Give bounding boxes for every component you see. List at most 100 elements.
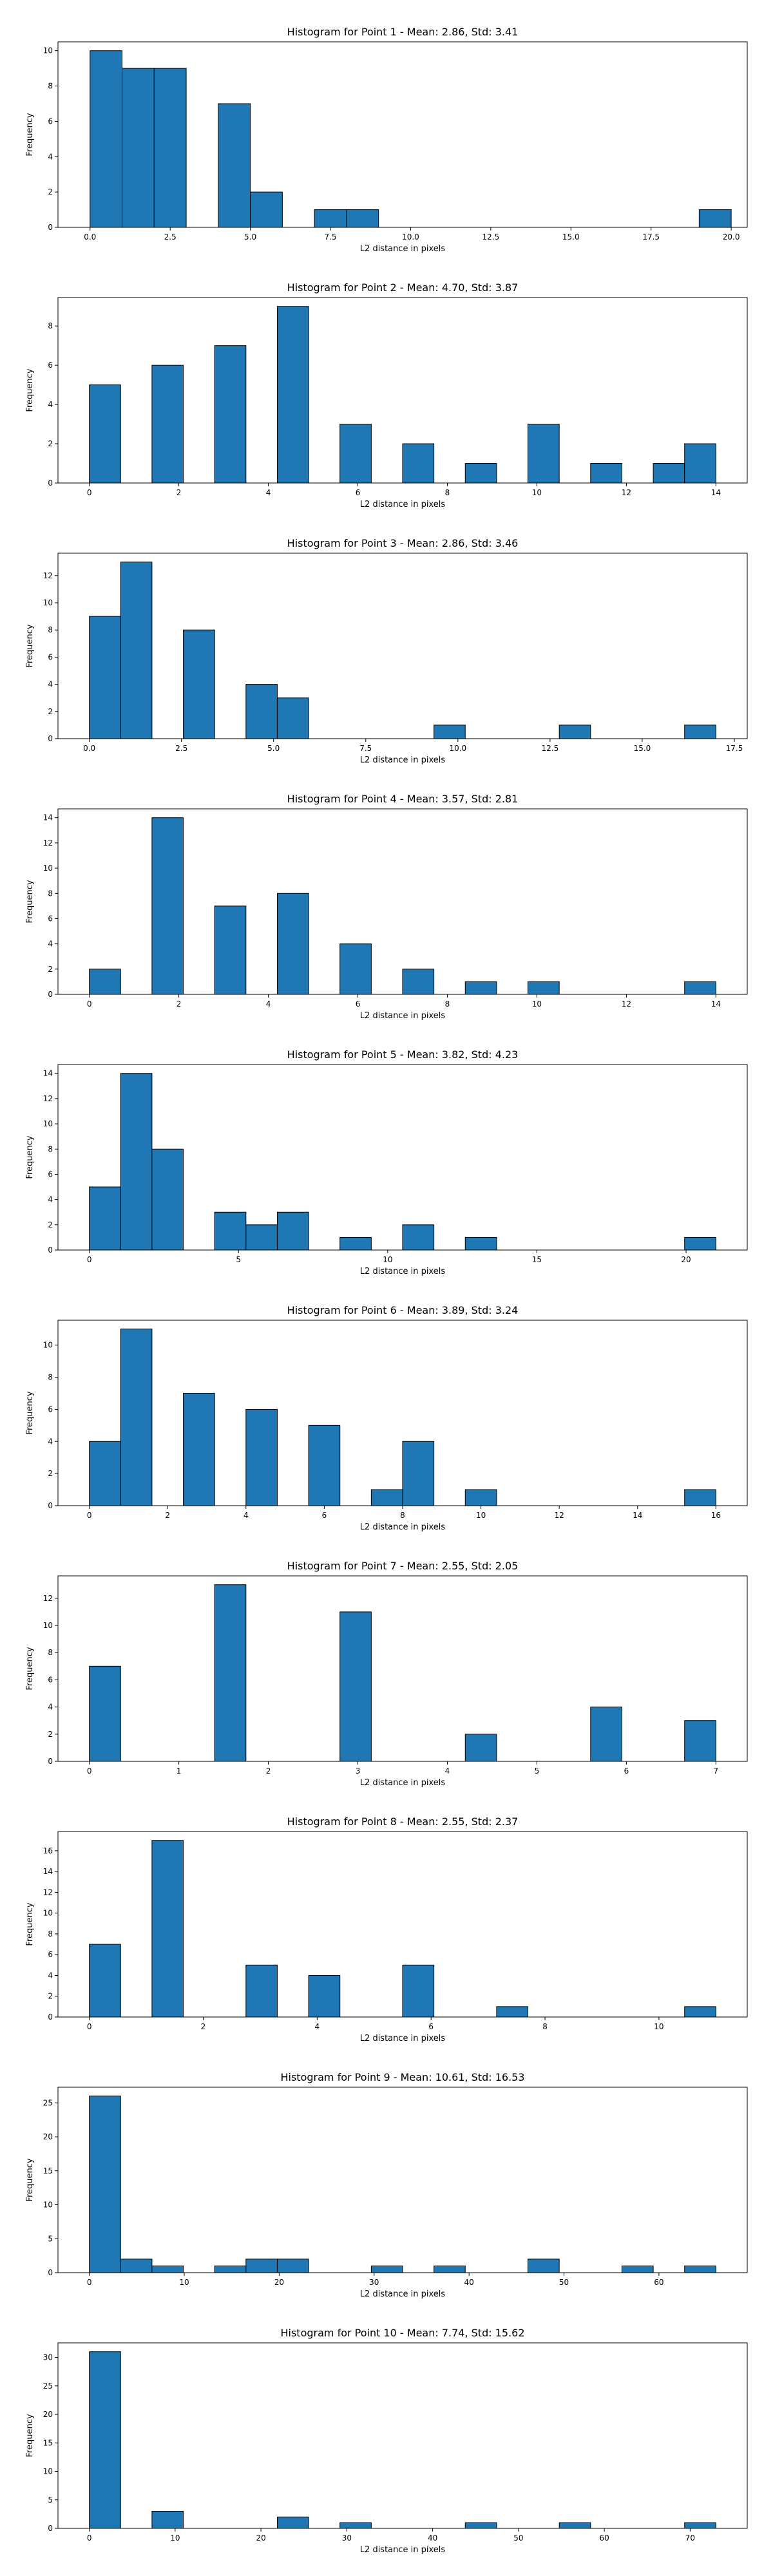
x-tick-label: 0 <box>87 1766 92 1776</box>
x-tick-label: 2 <box>201 2022 206 2031</box>
y-tick-label: 30 <box>43 2353 53 2362</box>
y-tick-label: 0 <box>48 1245 53 1255</box>
y-tick-label: 4 <box>48 1437 53 1446</box>
chart-title: Histogram for Point 3 - Mean: 2.86, Std:… <box>287 537 519 549</box>
y-tick-label: 10 <box>43 864 53 873</box>
x-tick-label: 4 <box>266 488 271 497</box>
y-tick-label: 20 <box>43 2410 53 2419</box>
x-tick-label: 10 <box>532 999 542 1009</box>
y-tick-label: 25 <box>43 2382 53 2391</box>
y-tick-label: 5 <box>48 2234 53 2243</box>
histogram-bar <box>89 616 121 739</box>
y-tick-label: 10 <box>43 1909 53 1918</box>
x-tick-label: 0 <box>87 2022 92 2031</box>
y-tick-label: 8 <box>48 625 53 634</box>
y-tick-label: 2 <box>48 1220 53 1229</box>
histogram-bar <box>590 463 622 484</box>
x-tick-label: 17.5 <box>642 232 660 242</box>
x-tick-label: 2 <box>177 488 182 497</box>
x-axis-label: L2 distance in pixels <box>360 500 446 509</box>
plot-frame <box>57 2342 748 2529</box>
y-tick-label: 8 <box>48 1373 53 1382</box>
histogram-bar <box>402 1964 435 2018</box>
chart-title: Histogram for Point 1 - Mean: 2.86, Std:… <box>287 26 519 38</box>
histogram-bar <box>402 1224 435 1251</box>
histogram-bar <box>214 1211 247 1251</box>
histogram-bar <box>528 424 560 484</box>
histogram-5: Histogram for Point 5 - Mean: 3.82, Std:… <box>25 1048 748 1276</box>
chart-title: Histogram for Point 4 - Mean: 3.57, Std:… <box>287 793 519 805</box>
histogram-bar <box>684 2522 716 2529</box>
y-axis-label: Frequency <box>25 2414 35 2457</box>
x-tick-label: 1 <box>177 1766 182 1776</box>
x-tick-label: 4 <box>266 999 271 1009</box>
x-tick-label: 16 <box>711 1511 721 1520</box>
y-tick-label: 15 <box>43 2438 53 2447</box>
y-tick-label: 6 <box>48 1170 53 1179</box>
y-tick-label: 10 <box>43 598 53 607</box>
histogram-bar <box>183 629 215 739</box>
plot-frame <box>57 1575 748 1762</box>
histogram-bar <box>245 684 278 739</box>
chart-title: Histogram for Point 6 - Mean: 3.89, Std:… <box>287 1304 519 1316</box>
histogram-bar <box>308 1975 341 2018</box>
histogram-bar <box>214 905 247 995</box>
x-tick-label: 10 <box>170 2533 180 2543</box>
histogram-bar <box>464 2522 497 2529</box>
plot-frame <box>57 1064 748 1251</box>
x-tick-label: 14 <box>711 488 721 497</box>
y-tick-label: 14 <box>43 813 53 822</box>
x-tick-label: 4 <box>315 2022 320 2031</box>
x-tick-label: 2 <box>177 999 182 1009</box>
y-tick-label: 2 <box>48 1469 53 1478</box>
histogram-bar <box>245 1408 278 1506</box>
x-tick-label: 5 <box>236 1255 241 1264</box>
x-tick-label: 3 <box>356 1766 361 1776</box>
y-tick-label: 6 <box>48 914 53 923</box>
y-tick-label: 4 <box>48 1703 53 1712</box>
x-axis-label: L2 distance in pixels <box>360 1522 446 1532</box>
histogram-bar <box>684 981 716 995</box>
y-axis-label: Frequency <box>25 624 35 667</box>
x-tick-label: 0 <box>87 1255 92 1264</box>
histogram-bar <box>89 1665 121 1762</box>
x-tick-label: 20 <box>256 2533 265 2543</box>
x-tick-label: 15 <box>532 1255 542 1264</box>
x-axis-label: L2 distance in pixels <box>360 244 446 254</box>
y-tick-label: 0 <box>48 478 53 488</box>
plot-frame <box>57 41 748 228</box>
histogram-bar <box>434 724 466 739</box>
histogram-bar <box>402 969 435 995</box>
x-tick-label: 30 <box>342 2533 352 2543</box>
y-tick-label: 12 <box>43 838 53 848</box>
histogram-bar <box>89 1944 121 2018</box>
x-tick-label: 6 <box>624 1766 629 1776</box>
x-tick-label: 4 <box>445 1766 450 1776</box>
y-tick-label: 4 <box>48 1195 53 1204</box>
y-axis-label: Frequency <box>25 1902 35 1946</box>
histogram-bar <box>558 2522 591 2529</box>
histogram-bar <box>621 2265 654 2273</box>
histogram-bar <box>276 306 309 484</box>
histogram-bar <box>339 1611 372 1762</box>
x-tick-label: 30 <box>369 2278 379 2287</box>
x-tick-label: 10 <box>383 1255 392 1264</box>
y-tick-label: 8 <box>48 82 53 91</box>
y-tick-label: 10 <box>43 1341 53 1350</box>
histogram-bar <box>218 103 251 228</box>
y-tick-label: 4 <box>48 152 53 161</box>
x-tick-label: 70 <box>685 2533 695 2543</box>
x-tick-label: 15.0 <box>562 232 580 242</box>
x-tick-label: 2 <box>266 1766 271 1776</box>
histogram-bar <box>120 1073 153 1251</box>
x-axis-label: L2 distance in pixels <box>360 2034 446 2043</box>
histogram-7: Histogram for Point 7 - Mean: 2.55, Std:… <box>25 1560 748 1788</box>
histogram-bar <box>339 2522 372 2529</box>
chart-title: Histogram for Point 10 - Mean: 7.74, Std… <box>280 2327 524 2339</box>
x-axis-label: L2 distance in pixels <box>360 1778 446 1788</box>
chart-title: Histogram for Point 5 - Mean: 3.82, Std:… <box>287 1048 519 1061</box>
histogram-bar <box>464 1489 497 1506</box>
y-tick-label: 4 <box>48 400 53 409</box>
y-tick-label: 15 <box>43 2166 53 2175</box>
histogram-bar <box>89 1441 121 1506</box>
